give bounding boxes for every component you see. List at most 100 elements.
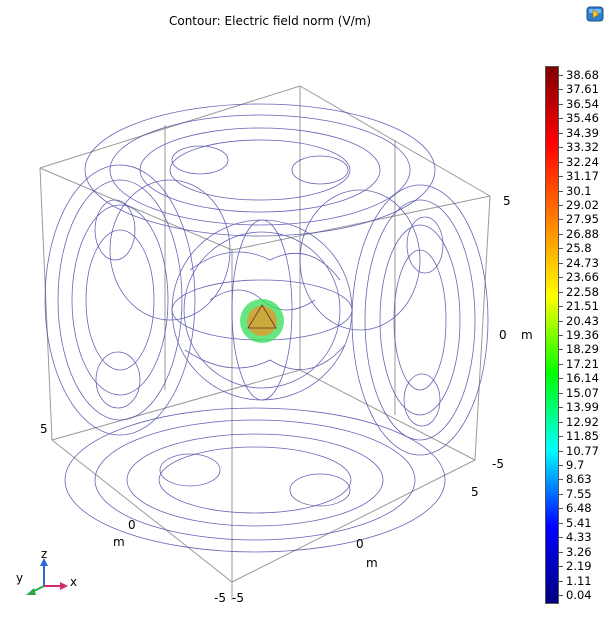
colorbar-label: 29.02 xyxy=(566,198,599,212)
colorbar-tick xyxy=(559,248,563,250)
colorbar-tick xyxy=(559,205,563,206)
front-right-axis-min: -5 xyxy=(232,591,244,605)
colorbar-tick xyxy=(559,147,563,149)
colorbar-label: 30.1 xyxy=(566,183,592,198)
colorbar-tick xyxy=(559,176,563,178)
colorbar-tick xyxy=(559,118,563,120)
colorbar-tick xyxy=(559,306,563,308)
colorbar-tick xyxy=(559,190,563,192)
bounding-box xyxy=(39,85,491,600)
front-left-axis-unit: m xyxy=(113,535,125,549)
colorbar-label: 12.92 xyxy=(566,414,599,429)
colorbar-label: 22.58 xyxy=(566,284,599,299)
colorbar-tick xyxy=(559,595,563,596)
colorbar-label: 1.11 xyxy=(566,573,592,588)
colorbar-tick xyxy=(559,335,563,336)
colorbar-tick xyxy=(559,363,563,365)
colorbar-tick xyxy=(559,103,563,105)
contour-lines xyxy=(44,103,489,553)
colorbar-label: 33.32 xyxy=(566,140,599,155)
colorbar-tick xyxy=(559,421,563,423)
colorbar-tick xyxy=(559,407,563,409)
colorbar-label: 15.07 xyxy=(566,385,599,400)
colorbar-label: 19.36 xyxy=(566,328,599,342)
colorbar-label: 3.26 xyxy=(566,544,592,559)
colorbar-label: 11.85 xyxy=(566,429,599,444)
axis-triad: z x y xyxy=(14,548,84,602)
colorbar-tick xyxy=(559,219,563,221)
colorbar-tick xyxy=(559,493,563,495)
colorbar-tick xyxy=(559,551,563,553)
colorbar-label: 35.46 xyxy=(566,111,599,126)
colorbar-label: 37.61 xyxy=(566,82,599,97)
colorbar-tick xyxy=(559,522,563,524)
colorbar-tick xyxy=(559,349,563,351)
colorbar-tick xyxy=(559,465,563,466)
colorbar-tick xyxy=(559,450,563,452)
colorbar-tick xyxy=(559,262,563,264)
colorbar-tick xyxy=(559,233,563,235)
colorbar-tick xyxy=(559,132,563,134)
triad-y-label: y xyxy=(16,571,24,585)
play-window-icon[interactable] xyxy=(586,6,604,22)
front-right-axis-max: 5 xyxy=(471,485,479,499)
colorbar-label: 2.19 xyxy=(566,559,592,574)
triad-x-label: x xyxy=(70,575,78,589)
colorbar-label: 34.39 xyxy=(566,125,599,140)
colorbar-labels: 38.68 37.61 36.54 35.46 34.39 33.32 32.24 31.17… xyxy=(566,66,614,604)
colorbar-label: 31.17 xyxy=(566,169,599,184)
colorbar-label: 8.63 xyxy=(566,472,592,487)
colorbar-tick xyxy=(559,436,563,438)
plot-title: Contour: Electric field norm (V/m) xyxy=(168,14,372,28)
colorbar-label: 10.77 xyxy=(566,443,599,458)
colorbar-tick xyxy=(559,291,563,293)
right-axis-mid: 0 xyxy=(499,328,507,342)
colorbar-label: 4.33 xyxy=(566,530,592,545)
colorbar-tick xyxy=(559,89,563,91)
colorbar-label: 36.54 xyxy=(566,96,599,111)
axis-triad-icon xyxy=(26,558,68,595)
contour-plot-3d[interactable] xyxy=(0,0,540,639)
colorbar-label: 27.95 xyxy=(566,212,599,227)
front-left-axis-max: 5 xyxy=(40,422,48,436)
box-back-edges xyxy=(39,85,491,197)
colorbar-label: 24.73 xyxy=(566,255,599,270)
colorbar-label: 13.99 xyxy=(566,400,599,415)
colorbar-label: 18.29 xyxy=(566,342,599,357)
front-right-axis-mid: 0 xyxy=(356,537,364,551)
colorbar-label: 32.24 xyxy=(566,154,599,169)
colorbar-label: 23.66 xyxy=(566,270,599,285)
right-axis-unit: m xyxy=(521,328,533,342)
colorbar-tick xyxy=(559,479,563,481)
colorbar-label: 21.51 xyxy=(566,299,599,314)
colorbar-gradient xyxy=(545,66,559,604)
colorbar-tick xyxy=(559,75,563,76)
colorbar-tick xyxy=(559,161,563,163)
colorbar-tick xyxy=(559,566,563,568)
colorbar-label: 5.41 xyxy=(566,515,592,530)
colorbar-tick xyxy=(559,320,563,322)
colorbar-label: 17.21 xyxy=(566,356,599,371)
colorbar-label: 0.04 xyxy=(566,588,592,602)
colorbar-label: 25.8 xyxy=(566,241,592,256)
colorbar-label: 26.88 xyxy=(566,226,599,241)
colorbar-label: 9.7 xyxy=(566,458,585,472)
colorbar-label: 16.14 xyxy=(566,371,599,386)
front-left-axis-min: -5 xyxy=(214,591,226,605)
colorbar-tick xyxy=(559,508,563,510)
colorbar-label: 20.43 xyxy=(566,313,599,328)
colorbar-tick xyxy=(559,580,563,582)
colorbar-tick xyxy=(559,392,563,394)
colorbar-label: 38.68 xyxy=(566,68,599,82)
colorbar-tick xyxy=(559,537,563,539)
right-axis-min: -5 xyxy=(492,457,504,471)
colorbar-label: 6.48 xyxy=(566,501,592,516)
front-right-axis-unit: m xyxy=(366,556,378,570)
colorbar-label: 7.55 xyxy=(566,486,592,501)
field-source-sphere xyxy=(240,299,284,343)
triad-z-label: z xyxy=(41,547,48,561)
colorbar-tick xyxy=(559,277,563,279)
front-left-axis-mid: 0 xyxy=(128,518,136,532)
colorbar-tick xyxy=(559,378,563,380)
right-axis-max: 5 xyxy=(503,194,511,208)
